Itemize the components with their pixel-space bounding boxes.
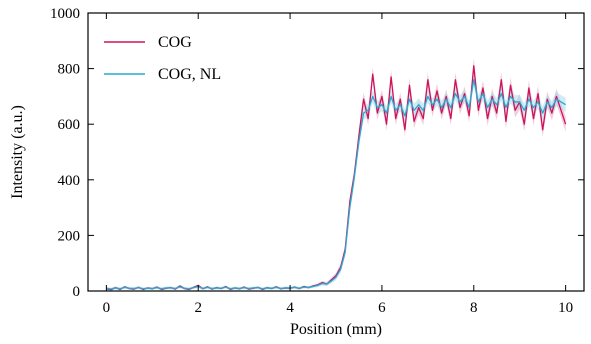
legend-label-cog: COG xyxy=(158,34,192,51)
x-axis-ticks: 0 2 4 6 8 10 xyxy=(103,13,573,316)
x-axis-label: Position (mm) xyxy=(290,321,382,338)
x-tick-label: 10 xyxy=(558,300,573,316)
x-tick-label: 2 xyxy=(194,300,202,316)
legend-label-cog-nl: COG, NL xyxy=(158,66,221,83)
y-tick-label: 600 xyxy=(58,117,81,133)
band-cog xyxy=(106,58,566,291)
y-axis-label: Intensity (a.u.) xyxy=(9,105,26,199)
y-tick-label: 800 xyxy=(58,62,81,78)
y-axis-ticks: 0 200 400 600 800 1000 xyxy=(50,6,584,300)
series-line-cog-nl xyxy=(106,79,566,290)
x-tick-label: 0 xyxy=(103,300,111,316)
y-tick-label: 200 xyxy=(58,228,81,244)
y-tick-label: 400 xyxy=(58,173,81,189)
y-tick-label: 0 xyxy=(73,284,81,300)
x-tick-label: 8 xyxy=(470,300,478,316)
x-tick-label: 4 xyxy=(286,300,294,316)
legend: COG COG, NL xyxy=(104,34,221,83)
plot-frame xyxy=(87,12,585,292)
y-tick-label: 1000 xyxy=(50,6,80,22)
confidence-bands xyxy=(106,58,566,291)
x-tick-label: 6 xyxy=(378,300,386,316)
series-lines xyxy=(106,65,567,291)
